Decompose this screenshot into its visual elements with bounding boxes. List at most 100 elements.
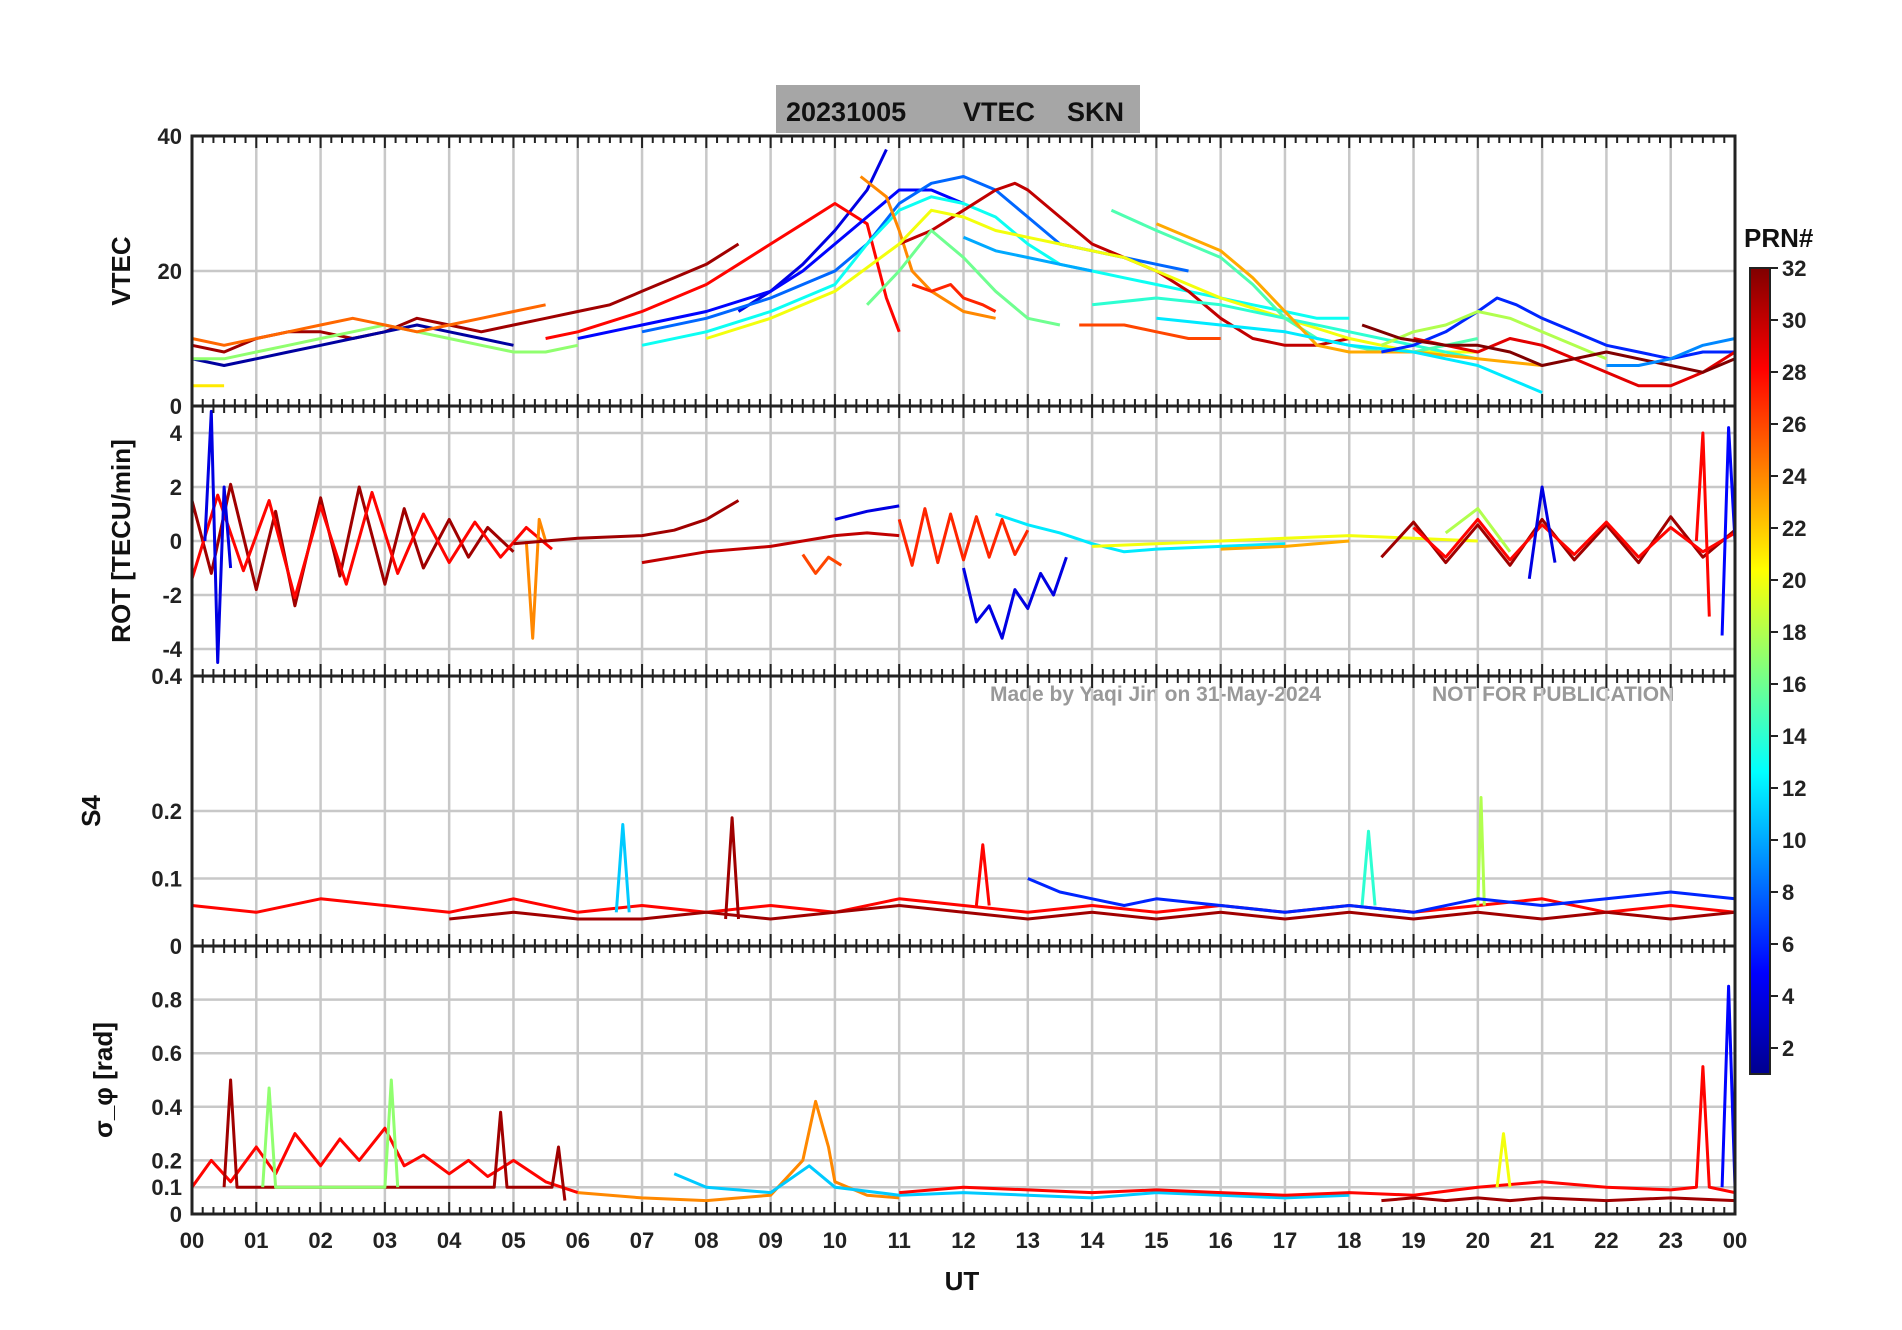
- series-line-prn-18: [1380, 310, 1607, 361]
- colorbar-tick-label: 6: [1782, 932, 1794, 957]
- panel-s4: 0 0.1 0.2 0.4 S4: [76, 664, 1737, 959]
- colorbar-tick-label: 32: [1782, 256, 1806, 281]
- series-line-prn-12: [995, 512, 1286, 554]
- title-station: SKN: [1067, 97, 1124, 127]
- series-line-prn-4: [203, 409, 233, 664]
- x-tick-label: 13: [1016, 1228, 1040, 1253]
- y-axis-label: S4: [76, 795, 106, 827]
- series-line-prn-25: [191, 303, 546, 347]
- series-line-prn-20: [705, 208, 1478, 354]
- x-tick-label: 16: [1208, 1228, 1232, 1253]
- y-tick-label: 0: [170, 1202, 182, 1227]
- series-line-prn-28: [1694, 431, 1711, 617]
- panel-sigma_phi: 00.10.2 0.4 0.6 0.8 σ_φ [rad]: [88, 944, 1737, 1227]
- x-tick-label: 00: [180, 1228, 204, 1253]
- series-line-prn-4: [962, 556, 1068, 640]
- series-line-prn-4: [834, 504, 900, 521]
- y-tick-label: 0.2: [151, 1148, 182, 1173]
- colorbar-tick-label: 26: [1782, 412, 1806, 437]
- x-tick-label: 00: [1723, 1228, 1747, 1253]
- series-line-prn-31: [449, 904, 1736, 921]
- series-line-prn-24: [577, 1099, 900, 1203]
- x-tick-label: 22: [1594, 1228, 1618, 1253]
- series-line-prn-11: [614, 823, 631, 913]
- series-line-prn-10: [962, 235, 1093, 273]
- x-tick-label: 18: [1337, 1228, 1361, 1253]
- series-line-prn-24: [524, 517, 548, 640]
- colorbar-tick-label: 30: [1782, 308, 1806, 333]
- x-tick-label: 14: [1080, 1228, 1105, 1253]
- series-line-prn-20: [1495, 1132, 1512, 1188]
- series-line-prn-9: [1606, 337, 1736, 367]
- series-line-prn-26: [1079, 323, 1221, 340]
- title-quantity: VTEC: [963, 97, 1035, 127]
- colorbar-tick-label: 16: [1782, 672, 1806, 697]
- colorbar-tick-label: 8: [1782, 880, 1794, 905]
- series-line-prn-23: [1155, 222, 1543, 367]
- x-tick-label: 19: [1401, 1228, 1425, 1253]
- x-tick-label: 21: [1530, 1228, 1554, 1253]
- y-axis-label: VTEC: [106, 236, 136, 306]
- x-tick-label: 07: [630, 1228, 654, 1253]
- series-line-prn-30: [641, 531, 900, 565]
- series-line-prn-4: [1527, 485, 1557, 580]
- series-line-prn-26: [801, 553, 843, 575]
- series-line-prn-27: [911, 283, 997, 313]
- y-tick-label: 0: [170, 934, 182, 959]
- series-line-prn-31: [1381, 1196, 1736, 1203]
- series-line-prn-5: [577, 188, 965, 340]
- x-tick-label: 05: [501, 1228, 525, 1253]
- x-tick-label: 17: [1273, 1228, 1297, 1253]
- series-line-prn-16: [866, 229, 1061, 327]
- y-tick-label: 0.4: [151, 1095, 182, 1120]
- series-line-prn-28: [899, 1065, 1736, 1197]
- colorbar: [1749, 267, 1771, 1075]
- colorbar-tick-label: 2: [1782, 1036, 1794, 1061]
- panel-rot: -4 -2 0 2 4 ROT [TECU/min]: [106, 404, 1737, 678]
- y-tick-label: 0.2: [151, 799, 182, 824]
- series-line-prn-31: [513, 499, 740, 546]
- x-tick-label: 08: [694, 1228, 718, 1253]
- colorbar-tick-label: 10: [1782, 828, 1806, 853]
- y-tick-label: 20: [158, 259, 182, 284]
- series-line-prn-14: [1360, 829, 1377, 906]
- y-tick-label: 4: [170, 421, 183, 446]
- series-line-prn-12: [1156, 316, 1543, 394]
- series-line-prn-5: [1720, 984, 1737, 1188]
- series-line-prn-20: [1092, 534, 1478, 548]
- series-line-prn-18: [1444, 507, 1512, 553]
- y-tick-label: 0: [170, 529, 182, 554]
- series-line-prn-27: [897, 507, 1030, 567]
- colorbar-tick-label: 4: [1782, 984, 1795, 1009]
- series-line-prn-11: [673, 1164, 1350, 1200]
- series-line-prn-24: [859, 175, 996, 320]
- x-tick-label: 06: [566, 1228, 590, 1253]
- y-axis-label: σ_φ [rad]: [88, 1022, 118, 1138]
- series-line-prn-13: [641, 195, 1350, 347]
- colorbar-tick-label: 12: [1782, 776, 1806, 801]
- series-line-prn-18: [1476, 796, 1486, 906]
- series-line-prn-23: [1220, 539, 1350, 551]
- y-tick-label: 0.1: [151, 1175, 182, 1200]
- series-line-prn-28: [1412, 517, 1736, 562]
- series-line-prn-2: [191, 323, 514, 367]
- title-background: [776, 85, 1140, 133]
- x-tick-label: 15: [1144, 1228, 1168, 1253]
- series-line-prn-31: [222, 1078, 567, 1201]
- colorbar-tick-label: 28: [1782, 360, 1806, 385]
- series-line-prn-30: [898, 181, 1350, 347]
- series-line-prn-31: [190, 482, 515, 608]
- x-tick-label: 11: [888, 1228, 911, 1253]
- x-tick-label: 09: [758, 1228, 782, 1253]
- y-axis-label: ROT [TECU/min]: [106, 439, 136, 643]
- y-tick-label: 0.6: [151, 1041, 182, 1066]
- y-tick-label: 2: [170, 475, 182, 500]
- series-line-prn-5: [1720, 426, 1737, 636]
- colorbar-tick-label: 18: [1782, 620, 1806, 645]
- y-tick-label: 0.1: [151, 867, 182, 892]
- x-tick-label: 12: [951, 1228, 975, 1253]
- title-date: 20231005: [786, 97, 906, 127]
- x-tick-label: 01: [244, 1228, 268, 1253]
- x-tick-label: 04: [437, 1228, 462, 1253]
